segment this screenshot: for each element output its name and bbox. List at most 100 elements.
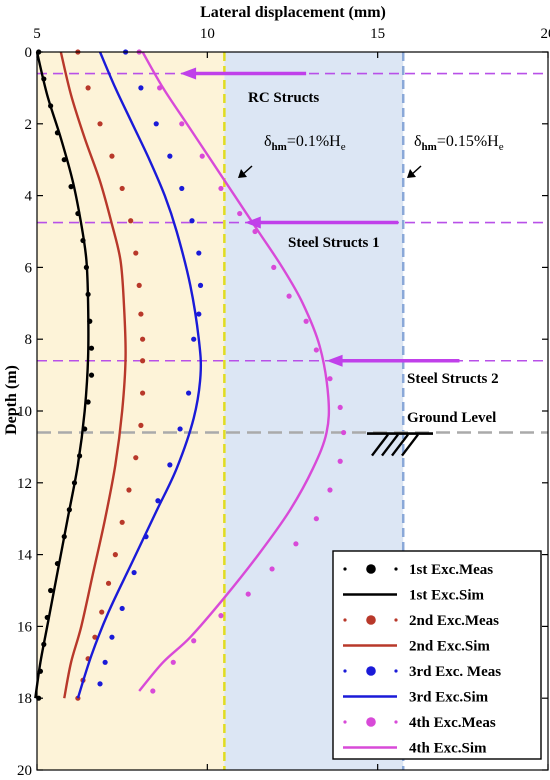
- series-4-point-19: [97, 681, 103, 687]
- series-0-point-12: [88, 372, 95, 378]
- series-2-point-17: [105, 580, 112, 586]
- series-4-point-5: [189, 218, 195, 224]
- legend-swatch-6-dot-0: [343, 720, 347, 724]
- series-6-point-20: [218, 613, 224, 619]
- y-tick-label-6: 12: [17, 476, 32, 492]
- series-6-point-12: [337, 404, 343, 411]
- series-2-point-19: [92, 634, 98, 640]
- x-tick-label-1: 10: [200, 26, 215, 42]
- series-2-point-2: [97, 121, 103, 127]
- series-4-point-11: [177, 426, 183, 432]
- legend-label-2: 2nd Exc.Meas: [409, 613, 499, 629]
- strut-arrowhead-1: [244, 216, 261, 229]
- series-2-point-3: [109, 153, 115, 159]
- y-tick-label-0: 0: [25, 45, 33, 61]
- strut-arrowhead-2: [326, 354, 343, 367]
- series-6-point-7: [271, 264, 277, 270]
- y-tick-label-10: 20: [17, 763, 32, 779]
- legend-swatch-0-dot-2: [394, 567, 398, 571]
- legend-swatch-6-dot-2: [394, 720, 398, 724]
- x-tick-label-0: 5: [33, 26, 41, 42]
- axes-layer: 5 10 15 20 0 2 4 6 8 10 12 14 16 18 20: [17, 26, 550, 779]
- series-2-point-5: [128, 218, 134, 224]
- legend-swatch-4-dot-0: [343, 669, 347, 673]
- y-tick-label-7: 14: [17, 548, 33, 564]
- band-0: [37, 52, 225, 770]
- strut-label-0: RC Structs: [248, 90, 319, 106]
- series-2-point-12: [138, 422, 144, 428]
- x-axis-label: Lateral displacement (mm): [200, 4, 386, 21]
- y-tick-label-2: 4: [25, 189, 33, 205]
- strut-arrowhead-0: [180, 67, 197, 80]
- threshold-pointer-head-1: [407, 169, 416, 178]
- y-tick-label-9: 18: [17, 691, 32, 707]
- legend-swatch-0-dot-0: [343, 567, 347, 571]
- series-6-point-19: [245, 591, 251, 597]
- y-axis-label: Depth (m): [3, 365, 20, 435]
- ground-symbol-hatch-1: [381, 433, 399, 457]
- series-line-5: [76, 51, 203, 699]
- series-6-point-14: [337, 458, 343, 464]
- threshold-label-delta-1: δ: [414, 133, 422, 150]
- series-6-point-11: [327, 376, 333, 382]
- series-2-point-16: [112, 552, 118, 558]
- x-tick-label-3: 20: [541, 26, 550, 42]
- ground-symbol-hatch-0: [371, 433, 389, 457]
- series-0-point-5: [68, 184, 74, 190]
- series-0-point-11: [88, 345, 95, 351]
- threshold-label-delta-0: δ: [264, 133, 272, 150]
- series-4-point-16: [119, 605, 125, 612]
- series-6-point-4: [218, 185, 224, 192]
- series-6-point-21: [191, 638, 197, 644]
- series-2-point-7: [136, 282, 142, 288]
- threshold-label-sub-1: hm: [422, 141, 437, 153]
- series-6-point-2: [179, 121, 185, 127]
- series-4-point-3: [167, 153, 173, 159]
- legend-label-3: 2nd Exc.Sim: [409, 639, 490, 655]
- threshold-bands: [37, 52, 404, 770]
- series-2-point-11: [140, 390, 146, 396]
- series-2-point-1: [85, 85, 91, 91]
- series-6-point-16: [313, 516, 319, 522]
- legend-swatch-6-dot-1: [366, 717, 376, 727]
- threshold-label-sub2-1: e: [499, 141, 504, 153]
- series-2-point-14: [126, 487, 132, 493]
- strut-label-1: Steel Structs 1: [288, 235, 380, 251]
- series-6-point-3: [199, 153, 205, 159]
- y-tick-label-5: 10: [17, 404, 32, 420]
- series-4-point-7: [197, 282, 204, 288]
- series-6-point-9: [303, 318, 309, 324]
- legend-swatch-2-dot-0: [343, 618, 347, 622]
- strut-and-ground-lines: [37, 52, 548, 770]
- ground-level-label: Ground Level: [407, 410, 496, 426]
- annotations-layer: RC Structs Steel Structs 1 Steel Structs 2…: [180, 67, 504, 457]
- series-line-3: [59, 51, 127, 699]
- legend: 1st Exc.Meas 1st Exc.Sim 2nd Exc.Meas 2nd E…: [332, 550, 542, 760]
- legend-swatch-0-dot-1: [366, 564, 376, 574]
- series-6-point-18: [269, 566, 275, 572]
- series-2-point-9: [140, 336, 146, 342]
- threshold-label-rest-1: =0.15%H: [437, 133, 499, 150]
- series-4-point-1: [138, 85, 144, 91]
- series-6-point-8: [286, 293, 292, 299]
- series-4-point-12: [167, 462, 173, 468]
- series-6-point-10: [313, 347, 319, 353]
- legend-label-4: 3rd Exc. Meas: [409, 664, 501, 680]
- series-2-point-10: [140, 358, 146, 364]
- legend-swatch-4-dot-2: [394, 669, 398, 673]
- series-6-point-13: [341, 429, 347, 436]
- series-2-point-6: [133, 250, 139, 256]
- strut-label-2: Steel Structs 2: [407, 371, 499, 387]
- threshold-label-rest-0: =0.1%H: [287, 133, 341, 150]
- legend-swatch-2-dot-1: [366, 615, 376, 625]
- series-4-point-13: [155, 498, 161, 504]
- series-2-point-15: [119, 519, 125, 525]
- threshold-label-0: δhm=0.1%He: [264, 133, 346, 153]
- series-2-point-4: [119, 185, 125, 192]
- series-4-point-9: [191, 336, 197, 342]
- series-layer: [34, 49, 347, 701]
- series-0-point-20: [48, 587, 54, 594]
- series-4-point-15: [131, 569, 137, 576]
- series-6-point-22: [170, 659, 176, 665]
